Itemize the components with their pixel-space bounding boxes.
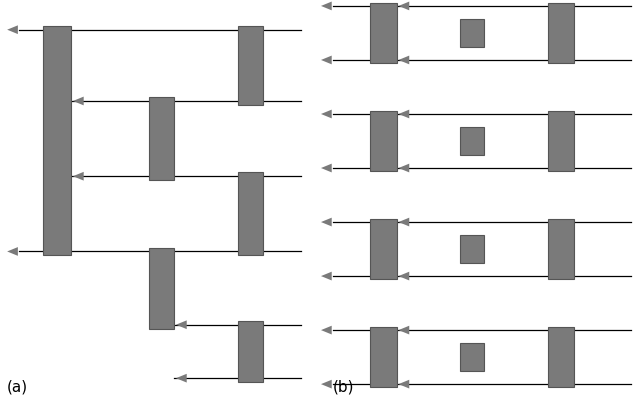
Polygon shape xyxy=(73,97,84,105)
Polygon shape xyxy=(321,55,332,64)
Polygon shape xyxy=(176,374,186,383)
Polygon shape xyxy=(321,380,332,388)
Bar xyxy=(460,235,484,263)
Polygon shape xyxy=(7,25,18,34)
Bar xyxy=(370,3,397,63)
Bar xyxy=(238,26,263,105)
Polygon shape xyxy=(321,110,332,118)
Bar xyxy=(370,219,397,279)
Text: (a): (a) xyxy=(6,379,27,394)
Bar xyxy=(460,19,484,47)
Polygon shape xyxy=(399,110,410,118)
Bar xyxy=(43,26,71,255)
Polygon shape xyxy=(399,164,410,172)
Polygon shape xyxy=(321,2,332,10)
Bar xyxy=(548,3,574,63)
Text: (b): (b) xyxy=(333,379,354,394)
Polygon shape xyxy=(321,164,332,172)
Polygon shape xyxy=(73,172,84,181)
Bar xyxy=(238,321,263,382)
Bar xyxy=(149,248,174,329)
Bar xyxy=(460,127,484,155)
Bar xyxy=(548,111,574,171)
Bar xyxy=(370,111,397,171)
Polygon shape xyxy=(7,247,18,256)
Polygon shape xyxy=(399,272,410,280)
Bar xyxy=(548,327,574,387)
Polygon shape xyxy=(399,55,410,64)
Polygon shape xyxy=(399,2,410,10)
Polygon shape xyxy=(321,326,332,335)
Bar xyxy=(460,343,484,371)
Bar xyxy=(548,219,574,279)
Polygon shape xyxy=(176,320,186,329)
Polygon shape xyxy=(399,380,410,388)
Bar xyxy=(238,172,263,255)
Polygon shape xyxy=(321,272,332,280)
Bar xyxy=(370,327,397,387)
Polygon shape xyxy=(399,326,410,335)
Polygon shape xyxy=(321,218,332,227)
Polygon shape xyxy=(399,218,410,227)
Bar xyxy=(149,97,174,180)
